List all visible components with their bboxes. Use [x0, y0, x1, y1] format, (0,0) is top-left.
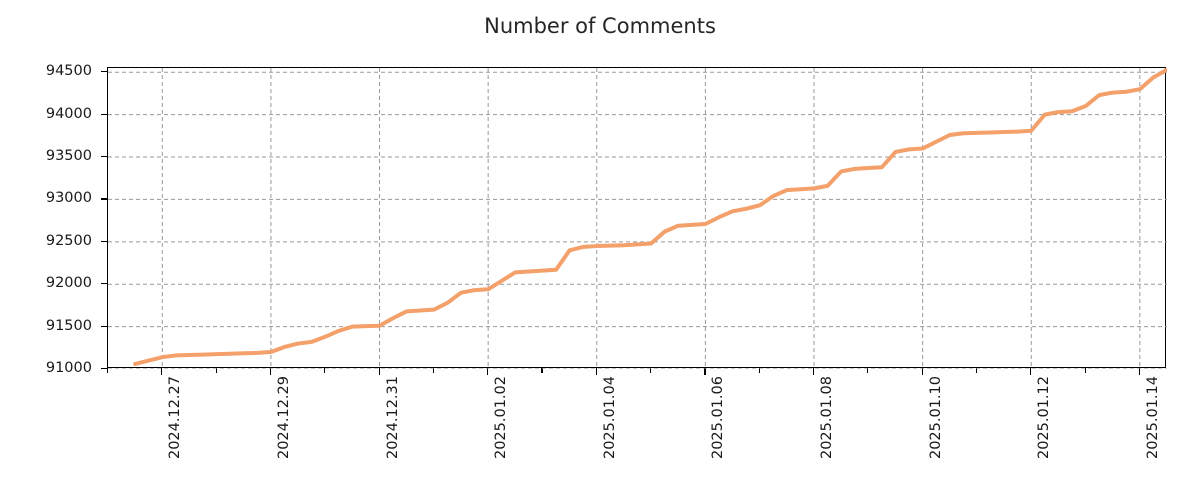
x-axis-tick-mark	[269, 368, 272, 375]
x-axis-minor-tick-mark	[1084, 368, 1086, 373]
x-axis-minor-tick-mark	[432, 368, 435, 373]
x-axis-tick-label: 2025.01.12	[1036, 376, 1053, 460]
x-axis-tick-mark	[813, 368, 815, 375]
x-axis-minor-tick-mark	[975, 368, 978, 373]
x-axis-tick-label: 2024.12.29	[275, 376, 292, 460]
y-axis-tick-label: 91500	[45, 317, 92, 334]
x-axis-tick-label: 2025.01.08	[819, 376, 835, 460]
y-axis-tick-mark	[101, 113, 107, 115]
y-axis-tick-mark	[101, 283, 107, 285]
y-axis-tick-mark	[101, 198, 107, 200]
y-axis-tick-mark	[101, 325, 107, 327]
y-axis-tick-mark	[101, 240, 107, 242]
x-axis-tick-mark	[378, 368, 380, 375]
y-axis-tick-mark	[101, 368, 107, 370]
x-axis-tick-label: 2024.12.31	[384, 376, 401, 460]
x-axis-minor-tick-mark	[758, 368, 760, 373]
x-axis-tick-label: 2024.12.27	[167, 376, 184, 460]
plot-area	[107, 67, 1167, 369]
data-series-group	[133, 68, 1167, 366]
x-axis-minor-tick-mark	[541, 368, 543, 373]
x-axis-minor-tick-mark	[215, 368, 217, 373]
y-axis-tick-label: 94500	[45, 63, 92, 80]
x-axis-tick-label: 2025.01.10	[927, 376, 944, 460]
y-axis-tick-label: 93000	[45, 190, 92, 207]
x-axis-tick-label: 2025.01.14	[1144, 376, 1161, 460]
x-axis-tick-mark	[1138, 368, 1141, 375]
y-axis-tick-label: 92000	[45, 275, 92, 292]
x-axis-minor-tick-mark	[650, 368, 652, 373]
x-axis-tick-mark	[1030, 368, 1032, 375]
x-axis-tick-mark	[487, 368, 489, 375]
data-series-line	[133, 68, 1167, 366]
y-axis-tick-label: 93500	[45, 148, 92, 165]
chart-title: Number of Comments	[484, 14, 716, 38]
x-axis-minor-tick-mark	[324, 368, 326, 373]
x-axis-tick-mark	[161, 368, 163, 375]
y-axis-tick-label: 91000	[45, 360, 92, 376]
x-axis-tick-mark	[921, 368, 923, 375]
y-axis-tick-mark	[101, 156, 107, 158]
y-axis-tick-label: 92500	[45, 232, 92, 249]
x-axis-tick-mark	[704, 368, 706, 375]
x-axis-minor-tick-mark	[107, 368, 109, 373]
plot-canvas	[108, 68, 1167, 369]
x-axis-tick-label: 2025.01.02	[493, 376, 510, 460]
x-axis-tick-label: 2025.01.04	[601, 376, 618, 460]
x-axis-minor-tick-mark	[867, 368, 869, 373]
x-axis-tick-mark	[595, 368, 597, 375]
y-axis-tick-label: 94000	[45, 105, 92, 122]
y-axis-tick-mark	[101, 71, 107, 73]
x-axis-tick-label: 2025.01.06	[710, 376, 727, 460]
grid-lines	[108, 68, 1167, 369]
